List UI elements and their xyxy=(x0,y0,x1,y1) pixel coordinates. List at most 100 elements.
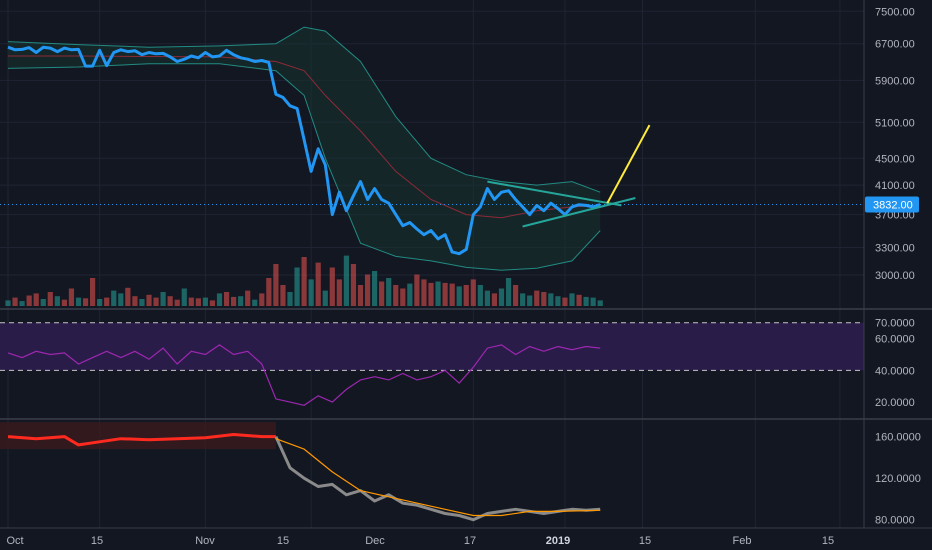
volume-bar xyxy=(54,296,60,306)
rsi-tick-label: 40.0000 xyxy=(875,365,915,377)
price-tick-label: 4100.00 xyxy=(875,180,915,192)
volume-bar xyxy=(231,296,237,306)
volume-bar xyxy=(294,267,300,306)
time-tick-label: Feb xyxy=(733,535,752,547)
rsi-tick-label: 20.0000 xyxy=(875,397,915,409)
rsi-axis[interactable]: 70.0000 60.0000 40.0000 20.0000 xyxy=(875,318,915,409)
price-line[interactable] xyxy=(7,45,601,256)
volume-bar xyxy=(97,299,103,306)
oscillator-line[interactable] xyxy=(274,435,601,522)
volume-bar xyxy=(146,294,152,306)
oscillator-line[interactable] xyxy=(275,438,601,517)
time-tick-label: 15 xyxy=(91,535,103,547)
volume-bar xyxy=(541,292,547,306)
volume-bar xyxy=(40,299,46,306)
price-tick-label: 7500.00 xyxy=(875,6,915,18)
volume-bar xyxy=(266,278,272,306)
volume-bar xyxy=(202,297,208,306)
volume-bar xyxy=(259,293,265,306)
time-axis[interactable]: Oct 15 Nov 15 Dec 17 2019 15 Feb 15 xyxy=(6,535,834,547)
volume-bar xyxy=(111,290,117,306)
volume-bar xyxy=(414,274,420,306)
volume-bar xyxy=(139,299,145,306)
rsi-panel[interactable] xyxy=(0,322,864,406)
triangle-upper-trendline[interactable] xyxy=(487,180,622,207)
volume-bar xyxy=(26,295,32,306)
price-tick-label: 3000.00 xyxy=(875,270,915,282)
volume-bar xyxy=(449,283,455,306)
rsi-line[interactable] xyxy=(7,344,601,406)
price-tick-label: 3700.00 xyxy=(875,210,915,222)
volume-bar xyxy=(5,300,11,306)
oscillator-panel[interactable] xyxy=(0,422,601,522)
volume-bar xyxy=(125,287,131,306)
time-tick-label: Oct xyxy=(6,535,23,547)
volume-bar xyxy=(12,297,18,306)
oscillator-line[interactable] xyxy=(7,433,276,447)
volume-bar xyxy=(301,257,307,306)
volume-bar xyxy=(379,281,385,306)
time-tick-label: 2019 xyxy=(546,535,570,547)
volume-bar xyxy=(350,264,357,306)
volume-bar xyxy=(484,290,490,306)
price-axis[interactable]: 7500.00 6700.00 5900.00 5100.00 4500.00 4100.… xyxy=(865,6,919,282)
volume-bar xyxy=(33,293,39,306)
volume-bar xyxy=(273,264,279,306)
panel-dividers[interactable] xyxy=(0,0,932,529)
volume-bar xyxy=(442,282,448,306)
volume-bar xyxy=(329,267,335,306)
volume-bar xyxy=(47,292,53,306)
price-tick-label: 3300.00 xyxy=(875,243,915,255)
volume-bar xyxy=(520,293,526,306)
volume-bar xyxy=(245,290,251,306)
volume-bar xyxy=(167,296,173,306)
volume-bar xyxy=(393,285,399,306)
volume-bar xyxy=(590,297,596,306)
volume-bar xyxy=(280,285,286,306)
volume-bar xyxy=(223,292,230,306)
volume-bar xyxy=(68,288,75,306)
volume-bar xyxy=(315,262,321,306)
volume-bar xyxy=(75,297,82,306)
time-tick-label: 15 xyxy=(639,535,651,547)
oscillator-axis[interactable]: 160.0000 120.0000 80.0000 xyxy=(875,432,921,527)
price-panel[interactable] xyxy=(0,26,864,271)
volume-bar xyxy=(19,301,25,306)
price-tick-label: 6700.00 xyxy=(875,39,915,51)
volume-bar xyxy=(583,296,589,306)
volume-bar xyxy=(153,297,159,306)
volume-bar xyxy=(195,298,201,306)
volume-bar xyxy=(252,299,258,306)
volume-bar xyxy=(435,281,441,306)
volume-panel xyxy=(5,255,603,306)
bollinger-lower-line xyxy=(7,63,601,271)
volume-bar xyxy=(174,299,180,306)
volume-bar xyxy=(209,300,216,306)
volume-bar xyxy=(597,300,603,306)
time-tick-label: 15 xyxy=(277,535,289,547)
volume-bar xyxy=(104,297,110,306)
volume-bar xyxy=(513,285,519,306)
volume-bar xyxy=(308,279,314,306)
volume-bar xyxy=(498,288,505,306)
volume-bar xyxy=(421,279,427,306)
volume-bar xyxy=(181,288,187,306)
volume-bar xyxy=(364,274,371,306)
volume-bar xyxy=(555,296,561,306)
volume-bar xyxy=(372,271,378,306)
volume-bar xyxy=(505,278,512,306)
volume-bar xyxy=(470,279,476,306)
time-tick-label: Dec xyxy=(365,535,385,547)
volume-bar xyxy=(336,279,342,306)
volume-bar xyxy=(400,288,406,306)
volume-bar xyxy=(90,278,96,306)
oscillator-tick-label: 80.0000 xyxy=(875,515,915,527)
volume-bar xyxy=(118,293,124,306)
volume-bar xyxy=(548,293,554,306)
bollinger-band-fill xyxy=(8,27,601,271)
rsi-band xyxy=(0,322,864,371)
projection-line[interactable] xyxy=(606,124,651,204)
triangle-lower-trendline[interactable] xyxy=(522,197,636,228)
volume-bar xyxy=(82,298,89,306)
